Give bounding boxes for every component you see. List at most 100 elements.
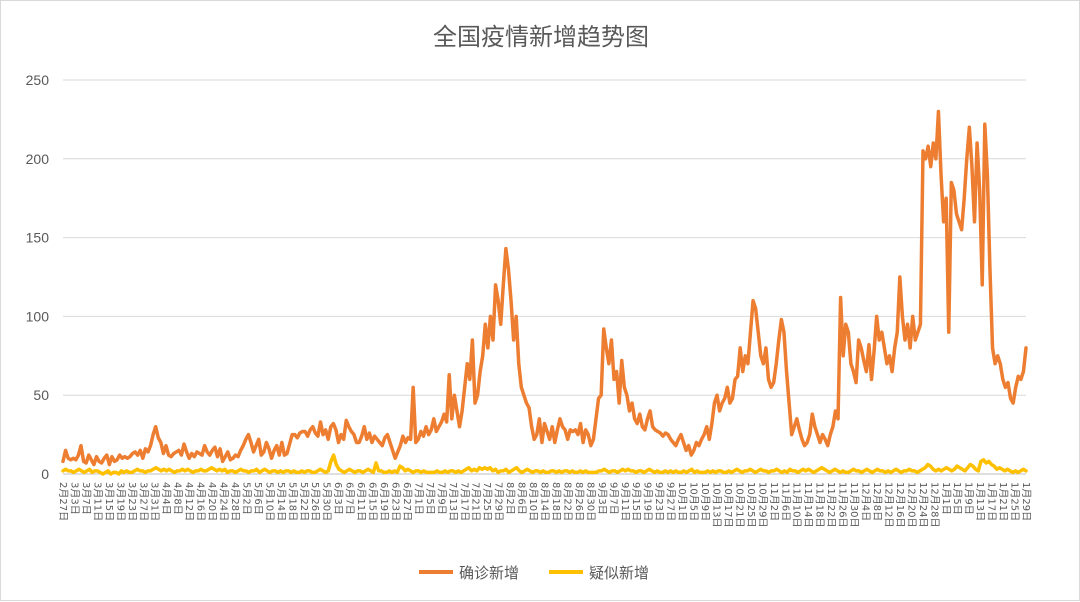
x-tick-label: 11月30日 <box>848 482 860 527</box>
x-tick-label: 10月17日 <box>722 482 734 527</box>
x-tick-label: 7月1日 <box>412 482 424 515</box>
x-tick-label: 9月23日 <box>653 482 665 521</box>
x-tick-label: 1月21日 <box>997 482 1009 521</box>
x-tick-label: 6月15日 <box>367 482 379 521</box>
x-tick-label: 4月16日 <box>195 482 207 521</box>
x-tick-label: 8月10日 <box>527 482 539 521</box>
x-tick-label: 8月26日 <box>573 482 585 521</box>
x-tick-label: 10月9日 <box>699 482 711 521</box>
x-tick-label: 3月11日 <box>91 482 103 521</box>
x-tick-label: 4月4日 <box>160 482 172 515</box>
x-tick-label: 3月19日 <box>114 482 126 521</box>
x-tick-label: 6月7日 <box>344 482 356 515</box>
x-tick-label: 8月30日 <box>584 482 596 521</box>
y-axis: 0 50 100 150 200 250 <box>26 72 50 482</box>
x-tick-label: 12月8日 <box>871 482 883 521</box>
y-tick-label: 100 <box>26 308 50 324</box>
x-tick-label: 12月12日 <box>882 482 894 527</box>
y-tick-label: 250 <box>26 72 50 88</box>
x-tick-label: 11月22日 <box>825 482 837 527</box>
x-tick-label: 10月13日 <box>710 482 722 527</box>
x-tick-label: 11月2日 <box>768 482 780 521</box>
x-axis: 2月27日 3月3日 3月7日 3月11日 3月15日 3月19日 3月23日 3月27日 3月… <box>57 482 1032 527</box>
x-tick-label: 12月24日 <box>917 482 929 527</box>
x-tick-label: 9月3日 <box>596 482 608 515</box>
x-tick-label: 3月31日 <box>149 482 161 521</box>
x-tick-label: 5月30日 <box>321 482 333 521</box>
x-tick-label: 6月23日 <box>389 482 401 521</box>
x-tick-label: 7月25日 <box>481 482 493 521</box>
x-tick-label: 1月9日 <box>963 482 975 515</box>
x-tick-label: 11月6日 <box>779 482 791 521</box>
x-tick-label: 9月19日 <box>642 482 654 521</box>
x-tick-label: 7月17日 <box>458 482 470 521</box>
x-tick-label: 4月28日 <box>229 482 241 521</box>
x-tick-label: 5月10日 <box>263 482 275 521</box>
x-tick-label: 10月21日 <box>733 482 745 527</box>
x-tick-label: 10月25日 <box>745 482 757 527</box>
x-tick-label: 6月11日 <box>355 482 367 521</box>
series-line-confirmed <box>61 109 1028 467</box>
x-tick-label: 1月5日 <box>951 482 963 515</box>
x-tick-label: 4月24日 <box>218 482 230 521</box>
x-tick-label: 3月3日 <box>68 482 80 515</box>
x-tick-label: 3月7日 <box>80 482 92 515</box>
legend-label-suspected: 疑似新增 <box>589 564 649 582</box>
x-tick-label: 12月4日 <box>860 482 872 521</box>
x-tick-label: 7月21日 <box>470 482 482 521</box>
x-tick-label: 5月14日 <box>275 482 287 521</box>
x-tick-label: 3月23日 <box>126 482 138 521</box>
x-tick-label: 6月19日 <box>378 482 390 521</box>
x-tick-label: 3月15日 <box>103 482 115 521</box>
x-tick-label: 5月6日 <box>252 482 264 515</box>
x-tick-label: 10月5日 <box>688 482 700 521</box>
x-tick-label: 1月17日 <box>986 482 998 521</box>
x-tick-label: 1月13日 <box>974 482 986 521</box>
x-tick-label: 1月1日 <box>940 482 952 515</box>
x-tick-label: 8月22日 <box>561 482 573 521</box>
x-tick-label: 7月13日 <box>447 482 459 521</box>
series-line-suspected <box>61 453 1028 476</box>
x-tick-label: 7月29日 <box>493 482 505 521</box>
x-tick-label: 12月16日 <box>894 482 906 527</box>
x-tick-label: 2月27日 <box>57 482 69 521</box>
x-tick-label: 11月10日 <box>791 482 803 527</box>
x-tick-label: 9月15日 <box>630 482 642 521</box>
x-tick-label: 8月14日 <box>539 482 551 521</box>
x-tick-label: 8月2日 <box>504 482 516 515</box>
x-tick-label: 12月20日 <box>905 482 917 527</box>
legend-label-confirmed: 确诊新增 <box>459 564 519 582</box>
x-tick-label: 10月1日 <box>676 482 688 521</box>
x-tick-label: 5月18日 <box>286 482 298 521</box>
x-tick-label: 7月5日 <box>424 482 436 515</box>
grid-layer <box>63 79 1026 475</box>
x-tick-label: 10月29日 <box>756 482 768 527</box>
x-tick-label: 3月27日 <box>137 482 149 521</box>
x-tick-label: 1月25日 <box>1009 482 1021 521</box>
x-tick-label: 5月22日 <box>298 482 310 521</box>
x-tick-label: 8月18日 <box>550 482 562 521</box>
x-tick-label: 12月28日 <box>928 482 940 527</box>
x-tick-label: 5月26日 <box>309 482 321 521</box>
x-tick-label: 6月3日 <box>332 482 344 515</box>
y-tick-label: 150 <box>26 230 50 246</box>
x-tick-label: 4月8日 <box>172 482 184 515</box>
x-tick-label: 6月27日 <box>401 482 413 521</box>
y-tick-label: 50 <box>33 387 49 403</box>
chart-title: 全国疫情新增趋势图 <box>433 24 649 51</box>
x-tick-label: 7月9日 <box>435 482 447 515</box>
x-tick-label: 9月11日 <box>619 482 631 521</box>
x-tick-label: 9月27日 <box>665 482 677 521</box>
x-tick-label: 5月2日 <box>240 482 252 515</box>
y-tick-label: 0 <box>41 466 49 482</box>
x-tick-label: 11月26日 <box>837 482 849 527</box>
x-tick-label: 8月6日 <box>516 482 528 515</box>
x-tick-label: 11月14日 <box>802 482 814 527</box>
x-tick-label: 4月12日 <box>183 482 195 521</box>
y-tick-label: 200 <box>26 151 50 167</box>
x-tick-label: 11月18日 <box>814 482 826 527</box>
legend: 确诊新增 疑似新增 <box>419 564 649 582</box>
series-layer <box>61 109 1028 476</box>
